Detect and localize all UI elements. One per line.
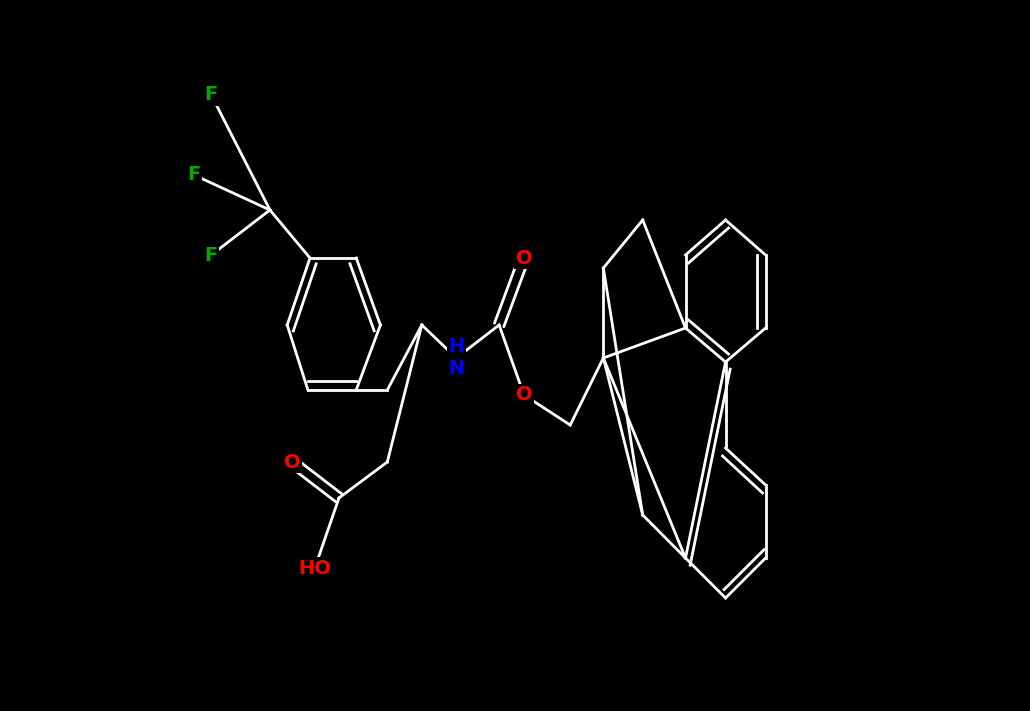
Text: H
N: H N xyxy=(448,338,465,378)
Text: O: O xyxy=(516,249,533,267)
Text: F: F xyxy=(187,166,201,184)
Text: O: O xyxy=(516,385,533,405)
Text: F: F xyxy=(205,85,218,105)
Text: F: F xyxy=(205,245,218,264)
Text: HO: HO xyxy=(299,559,332,577)
Text: O: O xyxy=(283,452,301,471)
